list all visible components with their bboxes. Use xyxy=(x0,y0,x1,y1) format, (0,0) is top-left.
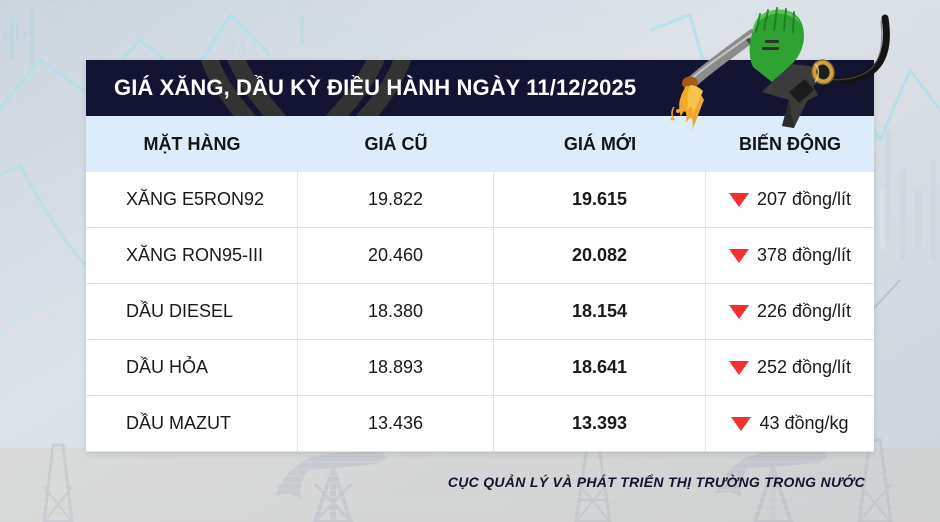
svg-text:Ma: Ma xyxy=(230,38,259,60)
svg-text:eb: eb xyxy=(2,20,28,45)
